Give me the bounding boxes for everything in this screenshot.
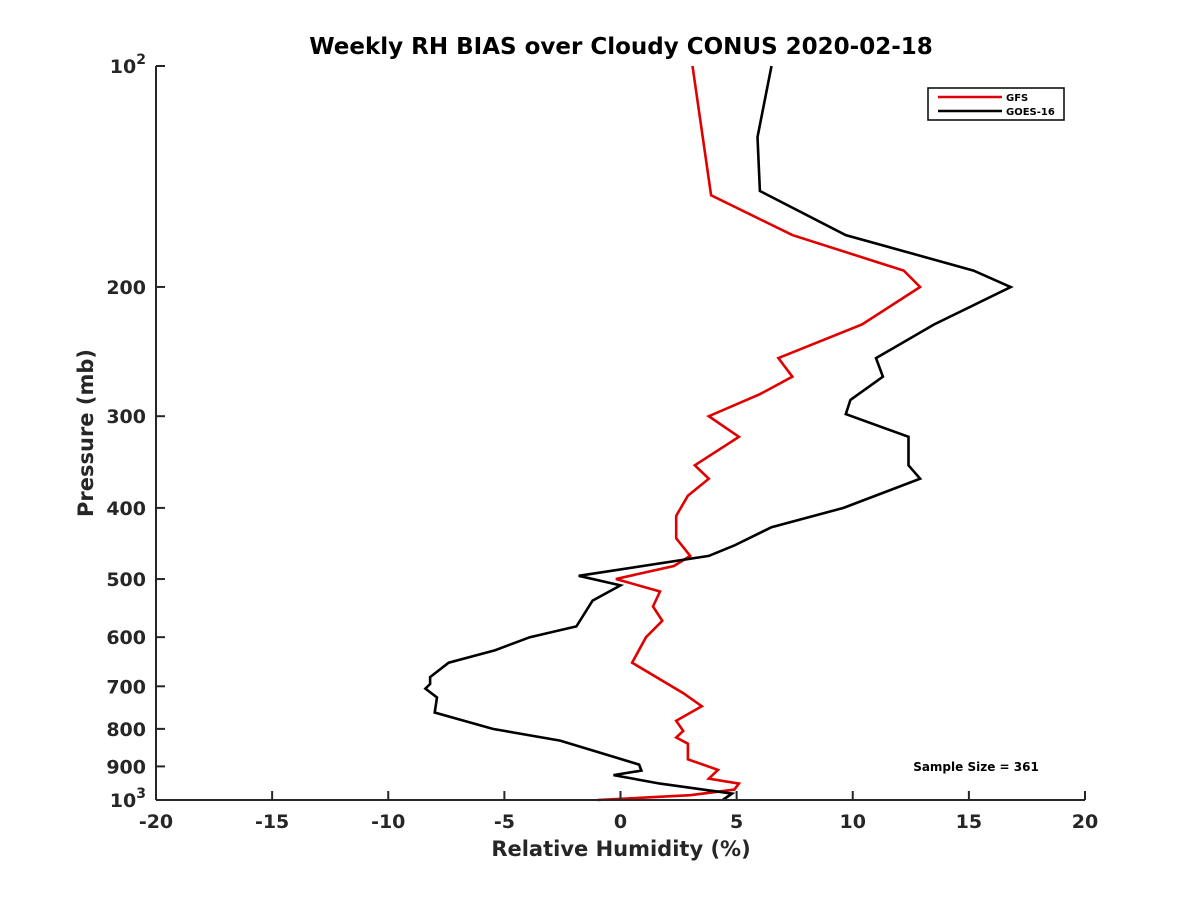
x-tick-label: 20 [1072, 811, 1098, 833]
y-tick-label: 900 [106, 756, 146, 778]
legend-label-gfs: GFS [1006, 93, 1028, 104]
chart-title: Weekly RH BIAS over Cloudy CONUS 2020-02… [309, 34, 933, 60]
x-tick-label: -10 [371, 811, 405, 833]
series-lines [423, 65, 1014, 802]
x-tick-label: -5 [494, 811, 515, 833]
series-line-gfs [597, 65, 923, 802]
y-tick-label: 600 [106, 627, 146, 649]
y-tick-label: 400 [106, 498, 146, 520]
x-tick-label: 5 [730, 811, 743, 833]
y-tick-label: 300 [106, 406, 146, 428]
y-axis-label: Pressure (mb) [74, 349, 98, 517]
y-tick-label: 200 [106, 277, 146, 299]
legend-label-goes-16: GOES-16 [1006, 107, 1055, 118]
x-tick-label: -20 [139, 811, 173, 833]
sample-size-annotation: Sample Size = 361 [913, 760, 1039, 774]
y-tick-label: 102 [110, 52, 146, 78]
x-tick-label: 10 [840, 811, 866, 833]
x-tick-label: 0 [614, 811, 627, 833]
plot-area: -20 -15 -10 -5 0 5 10 15 20 102 200 300 400 500 600 700… [106, 52, 1098, 833]
legend-box [927, 87, 1065, 121]
x-tick-label: 15 [956, 811, 982, 833]
y-tick-label: 700 [106, 676, 146, 698]
series-line-goes-16 [423, 65, 1014, 802]
legend: GFS GOES-16 [927, 87, 1065, 121]
y-tick-label: 800 [106, 719, 146, 741]
x-axis-label: Relative Humidity (%) [491, 837, 750, 861]
axes: -20 -15 -10 -5 0 5 10 15 20 102 200 300 400 500 600 700… [106, 52, 1098, 833]
x-tick-label: -15 [255, 811, 289, 833]
y-tick-label: 103 [110, 786, 146, 812]
y-tick-label: 500 [106, 569, 146, 591]
